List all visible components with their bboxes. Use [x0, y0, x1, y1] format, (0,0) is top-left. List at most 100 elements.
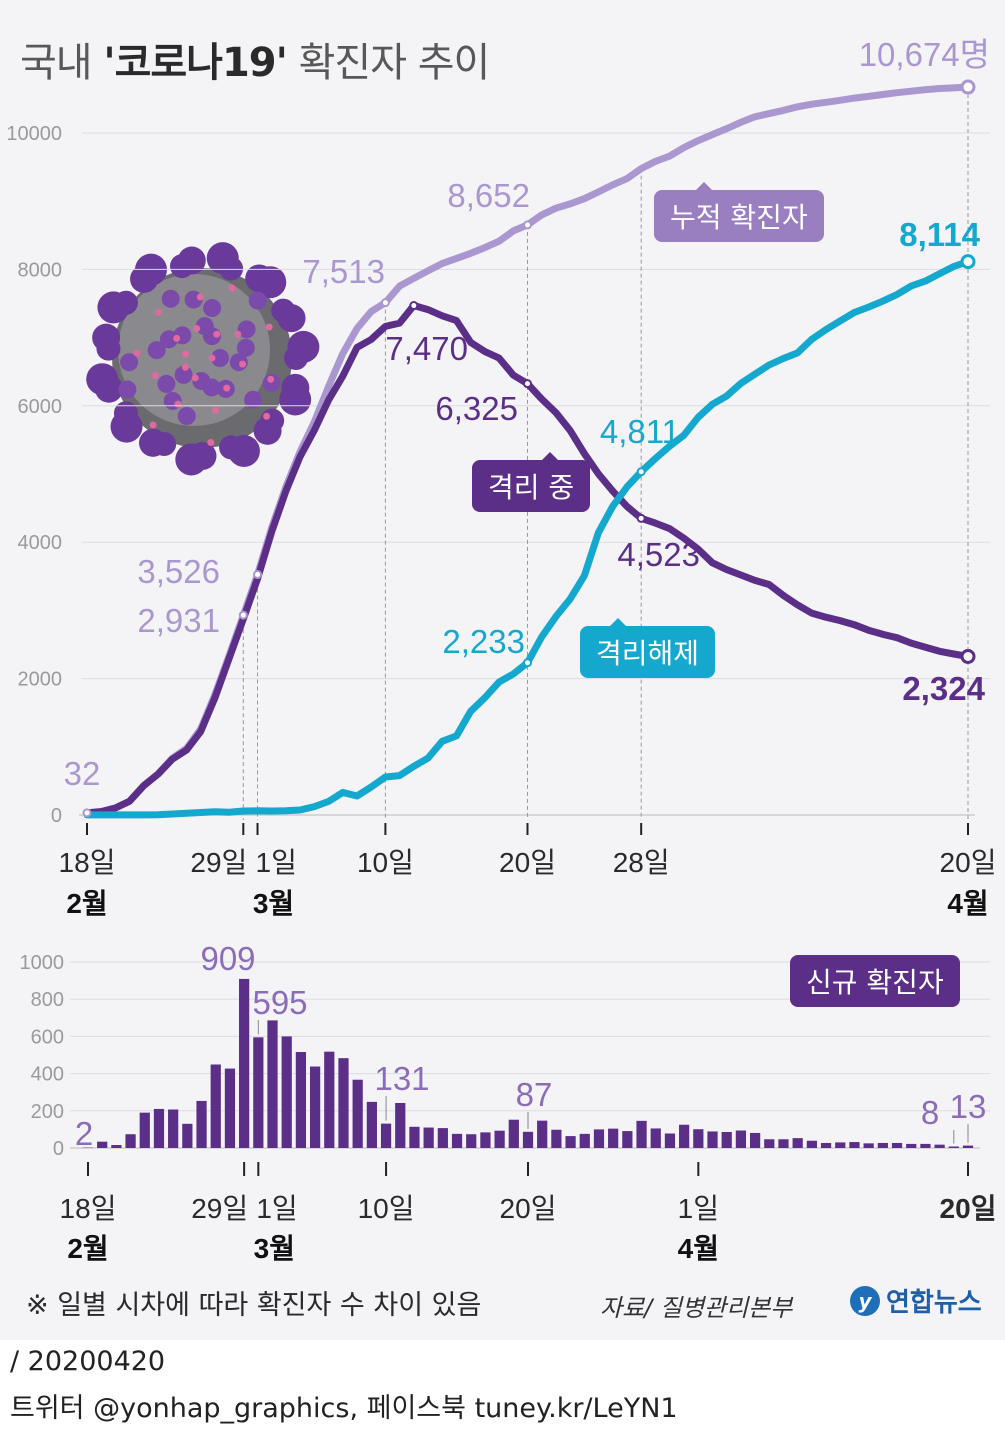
data-point-marker: [82, 808, 92, 818]
virus-protein: [213, 330, 221, 338]
bar-x-tick-label: 18일: [60, 1193, 117, 1224]
data-point-marker: [960, 254, 976, 270]
y-tick-label: 0: [51, 805, 62, 827]
bar-x-tick-label: 1일: [678, 1193, 719, 1224]
data-point-marker: [523, 658, 532, 668]
virus-protein: [234, 330, 242, 338]
daily-bar: [423, 1127, 434, 1148]
bar-value-label: 8: [921, 1094, 939, 1131]
x-tick-label: 28일: [613, 847, 670, 878]
daily-bar: [934, 1144, 945, 1148]
publish-date: / 20200420: [10, 1346, 166, 1377]
bar-x-month-label: 4월: [678, 1233, 719, 1264]
bar-y-tick-label: 1000: [20, 952, 65, 974]
y-tick-label: 2000: [18, 669, 63, 691]
virus-spike: [174, 365, 193, 384]
daily-bar: [97, 1141, 108, 1148]
infographic-card: [0, 0, 1005, 1340]
x-month-label: 3월: [253, 888, 294, 919]
bar-y-tick-label: 400: [31, 1064, 64, 1086]
daily-bar: [849, 1142, 860, 1148]
daily-bar: [636, 1120, 647, 1148]
data-point-marker: [523, 220, 532, 230]
virus-spike: [113, 401, 138, 426]
daily-bar: [622, 1131, 633, 1148]
title-prefix: 국내: [20, 40, 104, 86]
daily-bar: [125, 1134, 136, 1148]
daily-bar: [395, 1102, 406, 1148]
social-links: 트위터 @yonhap_graphics, 페이스북 tuney.kr/LeYN…: [10, 1393, 678, 1424]
bar-x-tick-label: 10일: [358, 1193, 415, 1224]
daily-bar: [593, 1129, 605, 1148]
daily-bar: [380, 1123, 392, 1148]
data-value-label: 10,674명: [859, 36, 990, 73]
virus-protein: [196, 293, 204, 301]
source-credit: 자료/ 질병관리본부: [600, 1294, 793, 1322]
daily-bar: [877, 1142, 888, 1148]
data-value-label: 6,325: [435, 390, 518, 427]
daily-bar: [693, 1129, 704, 1148]
virus-protein: [208, 354, 216, 362]
virus-spike: [92, 323, 121, 352]
y-tick-label: 8000: [18, 259, 63, 281]
data-value-label: 8,652: [447, 177, 530, 214]
virus-protein: [149, 421, 157, 429]
data-point-marker: [636, 513, 646, 523]
virus-spike: [248, 291, 267, 310]
daily-bar: [735, 1130, 747, 1148]
data-value-label: 8,114: [899, 216, 980, 253]
daily-bar: [409, 1126, 420, 1148]
bar-y-tick-label: 200: [31, 1101, 64, 1123]
daily-bar: [111, 1145, 122, 1148]
daily-bar: [494, 1130, 505, 1148]
bar-value-label: 87: [516, 1076, 553, 1113]
x-tick-label: 18일: [59, 847, 116, 878]
x-tick-label: 29일: [190, 847, 247, 878]
daily-bar: [679, 1124, 690, 1148]
data-value-label: 7,470: [385, 330, 468, 367]
virus-spike: [139, 428, 167, 457]
data-point-marker: [523, 379, 532, 389]
data-value-label: 2,931: [137, 602, 220, 639]
daily-bar: [962, 1145, 974, 1148]
daily-bar: [664, 1133, 676, 1148]
daily-bar: [253, 1037, 264, 1148]
virus-protein: [212, 406, 220, 414]
chart-title: 국내 '코로나19' 확진자 추이: [20, 30, 491, 88]
daily-bar: [565, 1136, 576, 1148]
virus-protein: [173, 334, 181, 342]
daily-bar: [153, 1108, 165, 1148]
virus-spike: [203, 299, 222, 318]
daily-bar: [764, 1139, 775, 1148]
virus-spike: [86, 363, 119, 396]
daily-bar: [508, 1119, 519, 1148]
virus-spike: [287, 330, 320, 363]
bar-y-tick-label: 800: [31, 989, 64, 1011]
daily-bar: [210, 1064, 221, 1148]
virus-spike: [177, 407, 196, 426]
daily-bar: [906, 1143, 917, 1148]
new-cases-legend-tag: 신규 확진자: [790, 955, 960, 1007]
virus-spike: [219, 256, 244, 281]
virus-spike: [254, 266, 287, 299]
virus-protein: [263, 412, 271, 420]
logo-text: 연합뉴스: [886, 1288, 982, 1318]
y-tick-label: 10000: [6, 123, 62, 145]
x-tick-label: 20일: [499, 847, 556, 878]
x-tick-label: 20일: [940, 847, 997, 878]
bar-y-tick-label: 600: [31, 1026, 64, 1048]
bar-value-label: 131: [374, 1060, 429, 1097]
daily-bar: [920, 1143, 931, 1148]
virus-spike: [147, 341, 166, 360]
daily-bar: [863, 1143, 874, 1148]
daily-bar: [451, 1133, 463, 1148]
logo-mark: y: [850, 1285, 880, 1316]
data-value-label: 4,811: [600, 413, 680, 450]
daily-bar: [196, 1100, 207, 1148]
virus-protein: [265, 323, 273, 331]
title-suffix: 확진자 추이: [286, 40, 491, 86]
daily-bar: [835, 1142, 846, 1148]
daily-bar: [224, 1068, 236, 1148]
virus-protein: [174, 400, 182, 408]
virus-protein: [239, 360, 247, 368]
